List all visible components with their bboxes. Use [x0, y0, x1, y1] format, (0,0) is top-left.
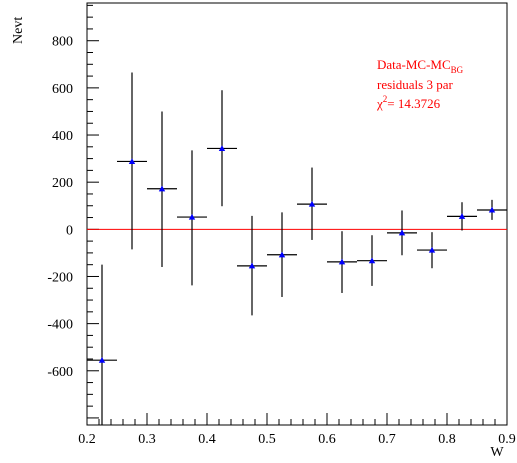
triangle-marker	[428, 246, 436, 253]
data-point	[87, 264, 117, 425]
data-point	[237, 215, 267, 316]
y-tick-label: -200	[47, 270, 73, 285]
data-point	[387, 210, 417, 256]
data-point	[177, 150, 207, 286]
annotation-line-1-sub: BG	[451, 65, 464, 75]
annotation-chi-symbol: χ	[376, 96, 383, 111]
x-tick-label: 0.6	[318, 432, 336, 447]
data-point	[147, 111, 177, 268]
y-tick-label: 600	[52, 82, 73, 97]
x-tick-label: 0.5	[258, 432, 276, 447]
y-tick-label: -600	[47, 365, 73, 380]
y-tick-label: -400	[47, 318, 73, 333]
axis-ticks	[86, 4, 508, 425]
triangle-marker	[488, 206, 496, 213]
x-tick-label: 0.7	[378, 432, 396, 447]
annotation-chi-value: = 14.3726	[387, 96, 440, 111]
triangle-marker	[398, 229, 406, 236]
data-points	[87, 72, 507, 425]
x-tick-label: 0.9	[498, 432, 516, 447]
data-point	[357, 235, 387, 286]
axis-tick-labels: 0.2 0.3 0.4 0.5 0.6 0.7 0.8 0.9 -600 -400 -200 0 200…	[47, 35, 515, 447]
triangle-marker	[278, 251, 286, 258]
triangle-marker	[458, 213, 466, 219]
data-point	[297, 167, 327, 240]
triangle-marker	[158, 185, 166, 192]
y-tick-label: 800	[52, 35, 73, 50]
triangle-marker	[368, 257, 376, 264]
x-tick-label: 0.2	[78, 432, 96, 447]
triangle-marker	[248, 262, 256, 269]
data-point	[417, 232, 447, 269]
y-axis-title: Nevt	[11, 17, 26, 44]
x-tick-label: 0.3	[138, 432, 156, 447]
x-tick-label: 0.8	[438, 432, 456, 447]
x-tick-label: 0.4	[198, 432, 216, 447]
x-axis-title: W	[490, 445, 504, 460]
annotation-chi-sup: 2	[383, 94, 388, 104]
data-point	[267, 212, 297, 297]
triangle-marker	[308, 200, 316, 207]
data-point	[477, 199, 507, 220]
data-point	[327, 231, 357, 293]
annotation-line-1: Data-MC-MCBG	[377, 57, 464, 75]
annotation-line-1-main: Data-MC-MC	[377, 57, 451, 72]
data-point	[447, 202, 477, 231]
triangle-marker	[98, 356, 106, 363]
data-point	[207, 90, 237, 207]
data-point	[117, 72, 147, 250]
annotation-line-2: residuals 3 par	[377, 77, 453, 92]
annotation-line-3: χ2= 14.3726	[376, 94, 441, 111]
y-tick-label: 400	[52, 129, 73, 144]
triangle-marker	[188, 213, 196, 220]
triangle-marker	[218, 145, 226, 152]
plot-frame	[86, 2, 508, 426]
triangle-marker	[338, 258, 346, 265]
y-tick-label: 0	[66, 223, 73, 238]
y-tick-label: 200	[52, 176, 73, 191]
triangle-marker	[128, 158, 136, 164]
